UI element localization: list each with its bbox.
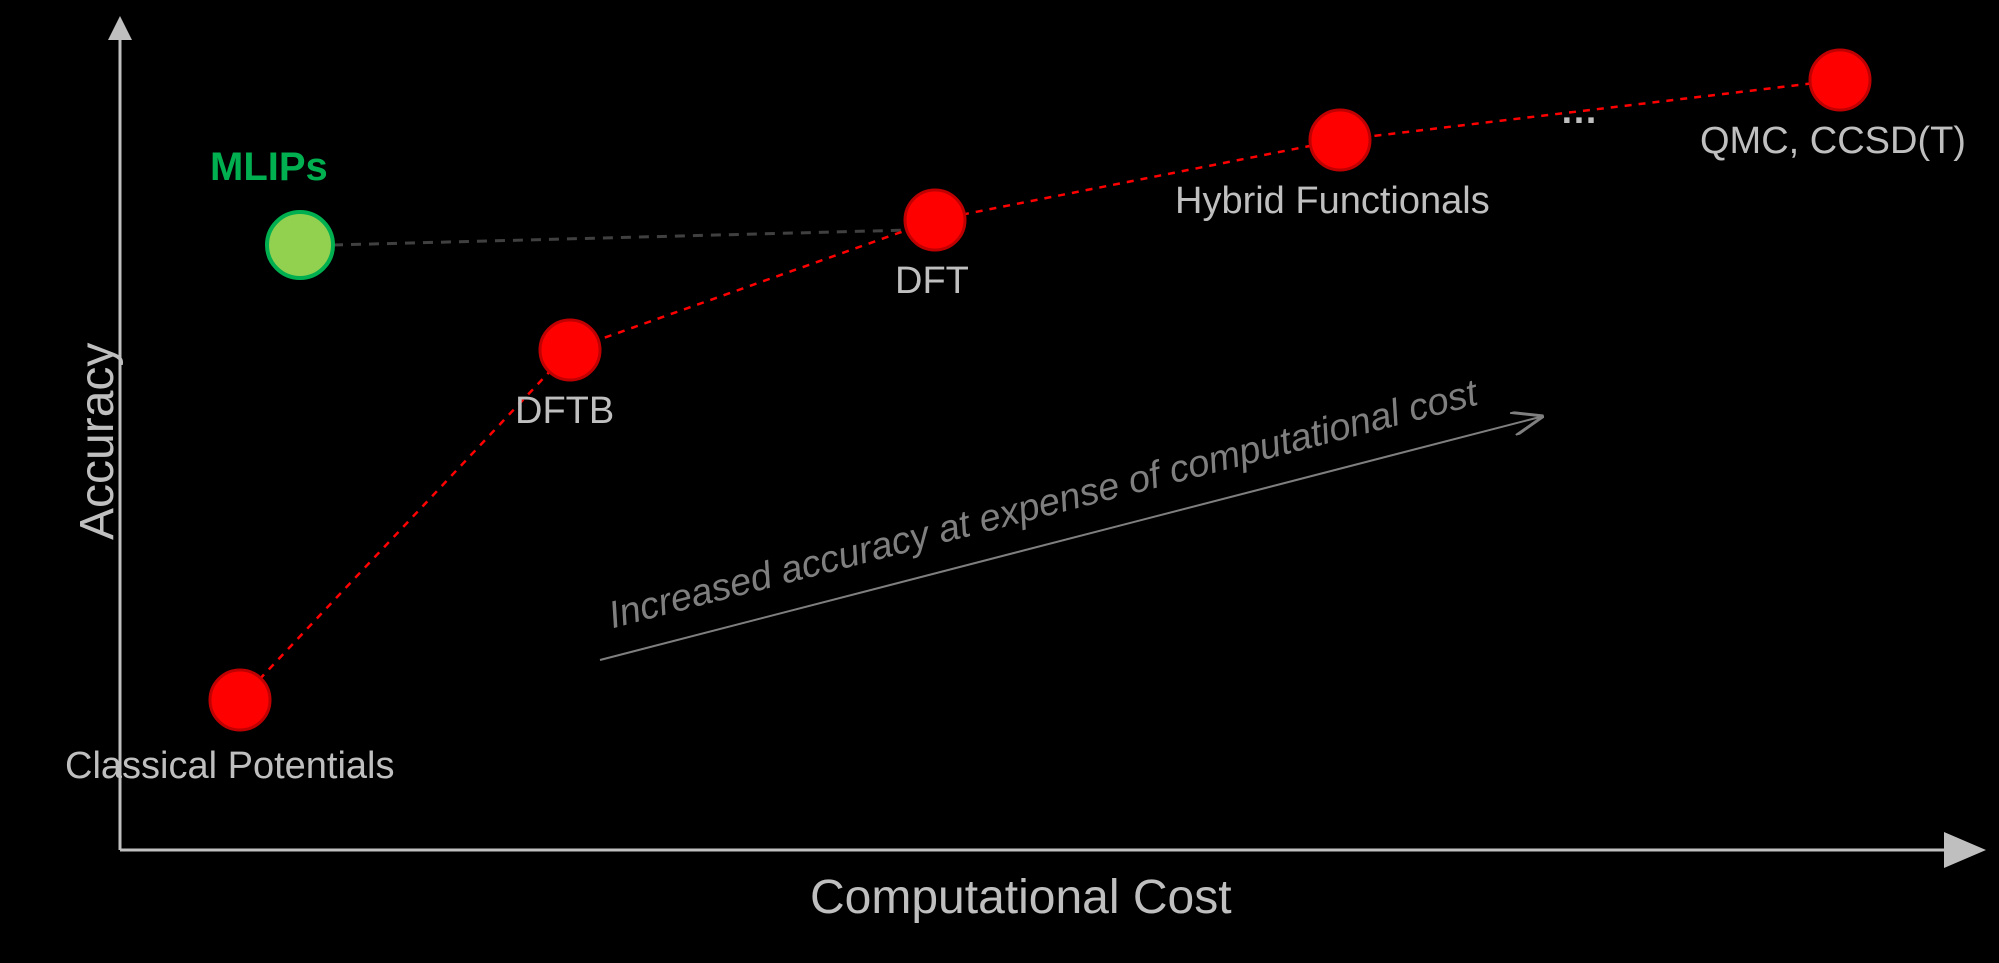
label-mlips: MLIPs xyxy=(210,145,328,190)
y-axis-label: Accuracy xyxy=(70,343,125,540)
ellipsis: … xyxy=(1560,90,1598,133)
label-classical-potentials: Classical Potentials xyxy=(65,745,394,788)
mlips-dashed-connector xyxy=(333,230,910,245)
point-classical-potentials xyxy=(210,670,270,730)
label-hybrid-functionals: Hybrid Functionals xyxy=(1175,180,1490,223)
point-dft xyxy=(905,190,965,250)
point-qmc-ccsdt xyxy=(1810,50,1870,110)
label-qmc-ccsdt: QMC, CCSD(T) xyxy=(1700,120,1966,163)
accuracy-vs-cost-chart: Accuracy Computational Cost Classical Po… xyxy=(0,0,1999,963)
label-dft: DFT xyxy=(895,260,969,303)
label-dftb: DFTB xyxy=(515,390,614,433)
y-axis-arrowhead xyxy=(108,16,132,40)
point-dftb xyxy=(540,320,600,380)
annotation-arrow xyxy=(600,417,1540,660)
series-line xyxy=(240,80,1840,700)
point-hybrid-functionals xyxy=(1310,110,1370,170)
point-mlips xyxy=(267,212,333,278)
x-axis-label: Computational Cost xyxy=(810,870,1232,925)
